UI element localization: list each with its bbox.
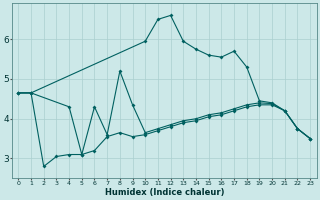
X-axis label: Humidex (Indice chaleur): Humidex (Indice chaleur) — [105, 188, 224, 197]
